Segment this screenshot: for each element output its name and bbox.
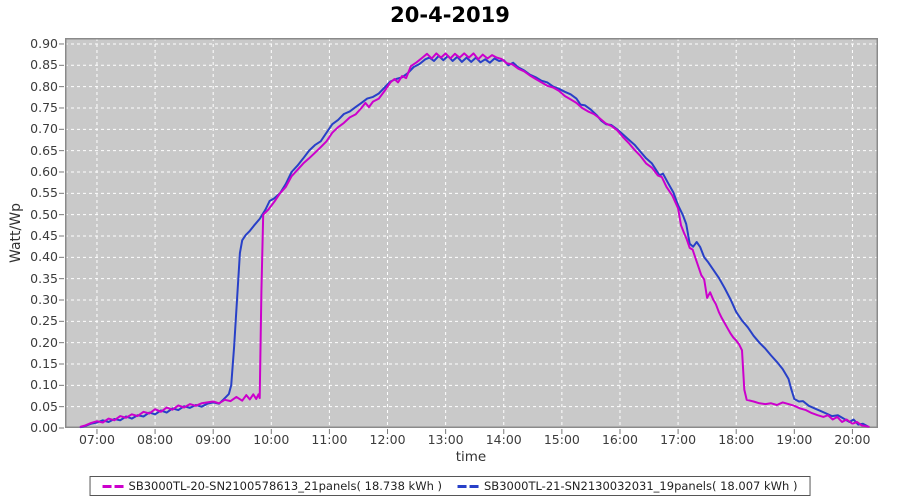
- y-tick-label: 0.75: [30, 99, 58, 115]
- legend-label-series-0: SB3000TL-20-SN2100578613_21panels( 18.73…: [128, 479, 442, 493]
- y-tick-label: 0.65: [30, 142, 58, 158]
- legend-item-series-0: SB3000TL-20-SN2100578613_21panels( 18.73…: [102, 479, 442, 493]
- x-tick-label: 17:00: [660, 432, 697, 447]
- x-tick-label: 15:00: [543, 432, 580, 447]
- y-tick-label: 0.05: [30, 398, 58, 414]
- y-tick-label: 0.10: [30, 377, 58, 393]
- legend: SB3000TL-20-SN2100578613_21panels( 18.73…: [89, 476, 811, 496]
- legend-item-series-1: SB3000TL-21-SN2130032031_19panels( 18.00…: [458, 479, 797, 493]
- y-tick-label: 0.60: [30, 163, 58, 179]
- legend-label-series-1: SB3000TL-21-SN2130032031_19panels( 18.00…: [484, 479, 798, 493]
- x-tick-label: 19:00: [776, 432, 813, 447]
- x-tick-label: 14:00: [485, 432, 522, 447]
- y-tick-label: 0.55: [30, 185, 58, 201]
- x-tick-label: 07:00: [78, 432, 115, 447]
- y-tick-label: 0.00: [30, 420, 58, 435]
- y-tick-label: 0.20: [30, 334, 58, 350]
- x-tick-label: 16:00: [601, 432, 638, 447]
- chart-title: 20-4-2019: [390, 3, 510, 27]
- x-tick-label: 09:00: [195, 432, 232, 447]
- series-line-0: [79, 52, 870, 428]
- y-tick-label: 0.30: [30, 291, 58, 307]
- y-tick-label: 0.70: [30, 121, 58, 137]
- legend-line-swatch-blue: [458, 484, 479, 488]
- y-tick-label: 0.90: [30, 35, 58, 51]
- y-tick-label: 0.25: [30, 313, 58, 329]
- plot-area: [59, 38, 878, 434]
- x-tick-label: 13:00: [427, 432, 464, 447]
- chart-canvas: [59, 38, 878, 434]
- series-line-1: [79, 54, 869, 429]
- x-tick-label: 18:00: [718, 432, 755, 447]
- x-tick-label: 20:00: [834, 432, 871, 447]
- x-tick-label: 10:00: [253, 432, 290, 447]
- legend-line-swatch-magenta: [102, 484, 124, 488]
- y-tick-label: 0.35: [30, 270, 58, 286]
- x-tick-label: 11:00: [311, 432, 348, 447]
- x-axis-title: time: [455, 449, 487, 465]
- x-tick-label: 12:00: [369, 432, 406, 447]
- x-tick-label: 08:00: [137, 432, 174, 447]
- y-tick-label: 0.85: [30, 57, 58, 73]
- y-tick-label: 0.40: [30, 249, 58, 265]
- y-tick-label: 0.45: [30, 227, 58, 243]
- y-tick-label: 0.50: [30, 206, 58, 222]
- plot-border: [65, 38, 878, 428]
- y-tick-label: 0.80: [30, 78, 58, 94]
- y-tick-label: 0.15: [30, 355, 58, 371]
